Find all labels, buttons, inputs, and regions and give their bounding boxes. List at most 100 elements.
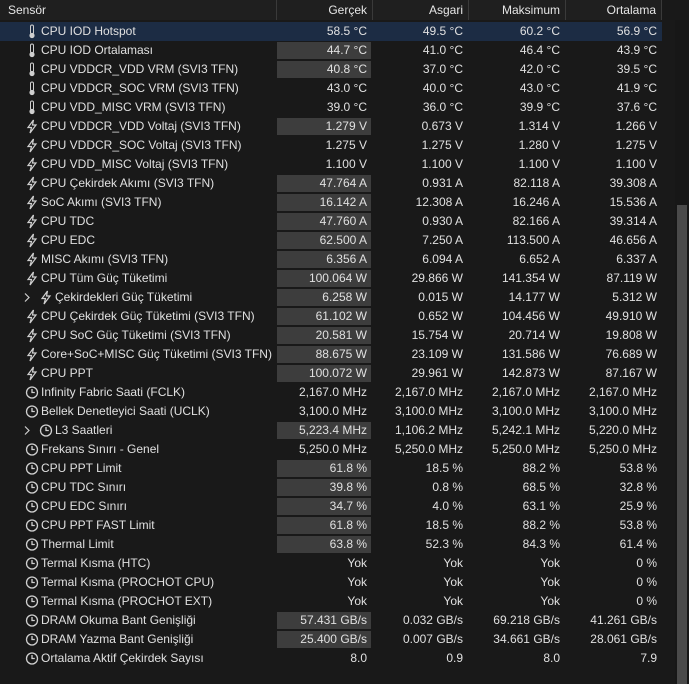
sensor-row[interactable]: L3 Saatleri 5,223.4 MHz 1,106.2 MHz 5,242.1… (0, 421, 662, 440)
sensor-row[interactable]: Infinity Fabric Saati (FCLK) 2,167.0 MHz 2… (0, 383, 662, 402)
sensor-value: 0 % (636, 594, 657, 608)
scrollbar-thumb[interactable] (677, 205, 687, 684)
sensor-value: 61.102 W (277, 308, 371, 325)
column-header[interactable]: Ortalama (566, 0, 662, 20)
sensor-icon (26, 252, 38, 267)
sensor-value: 39.314 A (609, 214, 657, 228)
expand-arrow[interactable] (22, 423, 32, 438)
sensor-value: 1.280 V (518, 138, 560, 152)
column-header[interactable]: Asgari (373, 0, 469, 20)
sensor-row[interactable]: Termal Kısma (PROCHOT EXT) Yok Yok Yok 0 % (0, 592, 662, 611)
sensor-name: L3 Saatleri (55, 423, 113, 437)
sensor-icon (29, 100, 35, 115)
sensor-value: 3,100.0 MHz (298, 404, 367, 418)
sensor-value: 23.109 W (411, 347, 463, 361)
sensor-value: 20.714 W (508, 328, 560, 342)
sensor-name: MISC Akımı (SVI3 TFN) (41, 252, 169, 266)
sensor-row[interactable]: CPU Çekirdek Akımı (SVI3 TFN) 47.764 A 0.9… (0, 174, 662, 193)
sensor-row[interactable]: CPU PPT 100.072 W 29.961 W 142.873 W 87.167 … (0, 364, 662, 383)
sensor-value: 68.5 % (522, 480, 560, 494)
sensor-value: 62.500 A (277, 232, 371, 249)
sensor-row[interactable]: CPU Tüm Güç Tüketimi 100.064 W 29.866 W 141… (0, 269, 662, 288)
sensor-row[interactable]: CPU VDDCR_VDD VRM (SVI3 TFN) 40.8 °C 37.0 … (0, 60, 662, 79)
sensor-name: CPU VDD_MISC Voltaj (SVI3 TFN) (41, 157, 229, 171)
sensor-row[interactable]: CPU VDDCR_VDD Voltaj (SVI3 TFN) 1.279 V 0.… (0, 117, 662, 136)
sensor-value: 39.5 °C (616, 62, 657, 76)
sensor-row[interactable]: SoC Akımı (SVI3 TFN) 16.142 A 12.308 A 16.2… (0, 193, 662, 212)
sensor-name: CPU Çekirdek Güç Tüketimi (SVI3 TFN) (41, 309, 255, 323)
sensor-row[interactable]: CPU TDC Sınırı 39.8 % 0.8 % 68.5 % 32.8 % (0, 478, 662, 497)
sensor-name: CPU PPT (41, 366, 94, 380)
sensor-row[interactable]: CPU PPT Limit 61.8 % 18.5 % 88.2 % 53.8 % (0, 459, 662, 478)
sensor-value: 5,220.0 MHz (588, 423, 657, 437)
sensor-row[interactable]: CPU SoC Güç Tüketimi (SVI3 TFN) 20.581 W 1… (0, 326, 662, 345)
column-header[interactable]: Gerçek (277, 0, 373, 20)
sensor-name: SoC Akımı (SVI3 TFN) (41, 195, 162, 209)
sensor-row[interactable]: CPU EDC 62.500 A 7.250 A 113.500 A 46.656 A (0, 231, 662, 250)
sensor-icon (26, 328, 38, 343)
sensor-row[interactable]: DRAM Yazma Bant Genişliği 25.400 GB/s 0.00… (0, 630, 662, 649)
sensor-value: 29.866 W (411, 271, 463, 285)
sensor-icon (39, 424, 53, 437)
sensor-row[interactable]: CPU VDDCR_SOC VRM (SVI3 TFN) 43.0 °C 40.0 … (0, 79, 662, 98)
sensor-icon (26, 195, 38, 210)
column-header[interactable]: Sensör (0, 0, 277, 20)
sensor-icon (25, 481, 39, 494)
sensor-value: 40.0 °C (422, 81, 463, 95)
sensor-value: 2,167.0 MHz (394, 385, 463, 399)
sensor-icon (25, 614, 39, 627)
sensor-row[interactable]: Termal Kısma (HTC) Yok Yok Yok 0 % (0, 554, 662, 573)
sensor-name: CPU TDC (41, 214, 95, 228)
sensor-row[interactable]: Bellek Denetleyici Saati (UCLK) 3,100.0 M… (0, 402, 662, 421)
sensor-value: 14.177 W (508, 290, 560, 304)
sensor-row[interactable]: CPU IOD Hotspot 58.5 °C 49.5 °C 60.2 °C 56.9… (0, 22, 662, 41)
sensor-row[interactable]: Çekirdekleri Güç Tüketimi 6.258 W 0.015 W 1… (0, 288, 662, 307)
sensor-row[interactable]: Termal Kısma (PROCHOT CPU) Yok Yok Yok 0 % (0, 573, 662, 592)
sensor-value: 0.673 V (421, 119, 463, 133)
sensor-value: 7.9 (640, 651, 657, 665)
sensor-row[interactable]: Core+SoC+MISC Güç Tüketimi (SVI3 TFN) 88.… (0, 345, 662, 364)
sensor-row[interactable]: CPU VDD_MISC VRM (SVI3 TFN) 39.0 °C 36.0 °… (0, 98, 662, 117)
sensor-icon (25, 538, 39, 551)
sensor-row[interactable]: CPU EDC Sınırı 34.7 % 4.0 % 63.1 % 25.9 % (0, 497, 662, 516)
sensor-row[interactable]: DRAM Okuma Bant Genişliği 57.431 GB/s 0.03… (0, 611, 662, 630)
sensor-value: 88.2 % (522, 461, 560, 475)
sensor-name: Core+SoC+MISC Güç Tüketimi (SVI3 TFN) (41, 347, 272, 361)
sensor-name: CPU Tüm Güç Tüketimi (41, 271, 168, 285)
sensor-value: 0.8 % (432, 480, 463, 494)
sensor-name: CPU VDDCR_VDD Voltaj (SVI3 TFN) (41, 119, 241, 133)
sensor-value: 5,250.0 MHz (298, 442, 367, 456)
sensor-row[interactable]: CPU IOD Ortalaması 44.7 °C 41.0 °C 46.4 °C 4… (0, 41, 662, 60)
sensor-row[interactable]: CPU Çekirdek Güç Tüketimi (SVI3 TFN) 61.1… (0, 307, 662, 326)
sensor-row[interactable]: MISC Akımı (SVI3 TFN) 6.356 A 6.094 A 6.652… (0, 250, 662, 269)
sensor-value: 2,167.0 MHz (298, 385, 367, 399)
sensor-name: Thermal Limit (41, 537, 114, 551)
sensor-value: 5.312 W (612, 290, 657, 304)
sensor-row[interactable]: Frekans Sınırı - Genel 5,250.0 MHz 5,250.0… (0, 440, 662, 459)
sensor-value: 87.167 W (605, 366, 657, 380)
sensor-row[interactable]: CPU VDDCR_SOC Voltaj (SVI3 TFN) 1.275 V 1.… (0, 136, 662, 155)
sensor-name: Frekans Sınırı - Genel (41, 442, 160, 456)
sensor-value: 12.308 A (415, 195, 463, 209)
sensor-value: 53.8 % (619, 461, 657, 475)
column-header[interactable]: Maksimum (469, 0, 566, 20)
sensor-value: 1.279 V (277, 118, 371, 135)
sensor-icon (25, 633, 39, 646)
sensor-value: 100.072 W (277, 365, 371, 382)
sensor-value: 1.100 V (615, 157, 657, 171)
sensor-row[interactable]: CPU PPT FAST Limit 61.8 % 18.5 % 88.2 % 53.8… (0, 516, 662, 535)
expand-arrow[interactable] (22, 290, 32, 305)
sensor-row[interactable]: Thermal Limit 63.8 % 52.3 % 84.3 % 61.4 % (0, 535, 662, 554)
sensor-value: Yok (540, 594, 560, 608)
sensor-icon (26, 233, 38, 248)
sensor-row[interactable]: CPU VDD_MISC Voltaj (SVI3 TFN) 1.100 V 1.1… (0, 155, 662, 174)
sensor-name: CPU VDDCR_VDD VRM (SVI3 TFN) (41, 62, 239, 76)
sensor-row[interactable]: Ortalama Aktif Çekirdek Sayısı 8.0 0.9 8.0 7… (0, 649, 662, 668)
sensor-value: 141.354 W (501, 271, 560, 285)
sensor-icon (26, 119, 38, 134)
sensor-value: 39.8 % (277, 479, 371, 496)
sensor-value: 142.873 W (501, 366, 560, 380)
sensor-row[interactable]: CPU TDC 47.760 A 0.930 A 82.166 A 39.314 A (0, 212, 662, 231)
sensor-icon (25, 595, 39, 608)
sensor-value: 63.1 % (522, 499, 560, 513)
